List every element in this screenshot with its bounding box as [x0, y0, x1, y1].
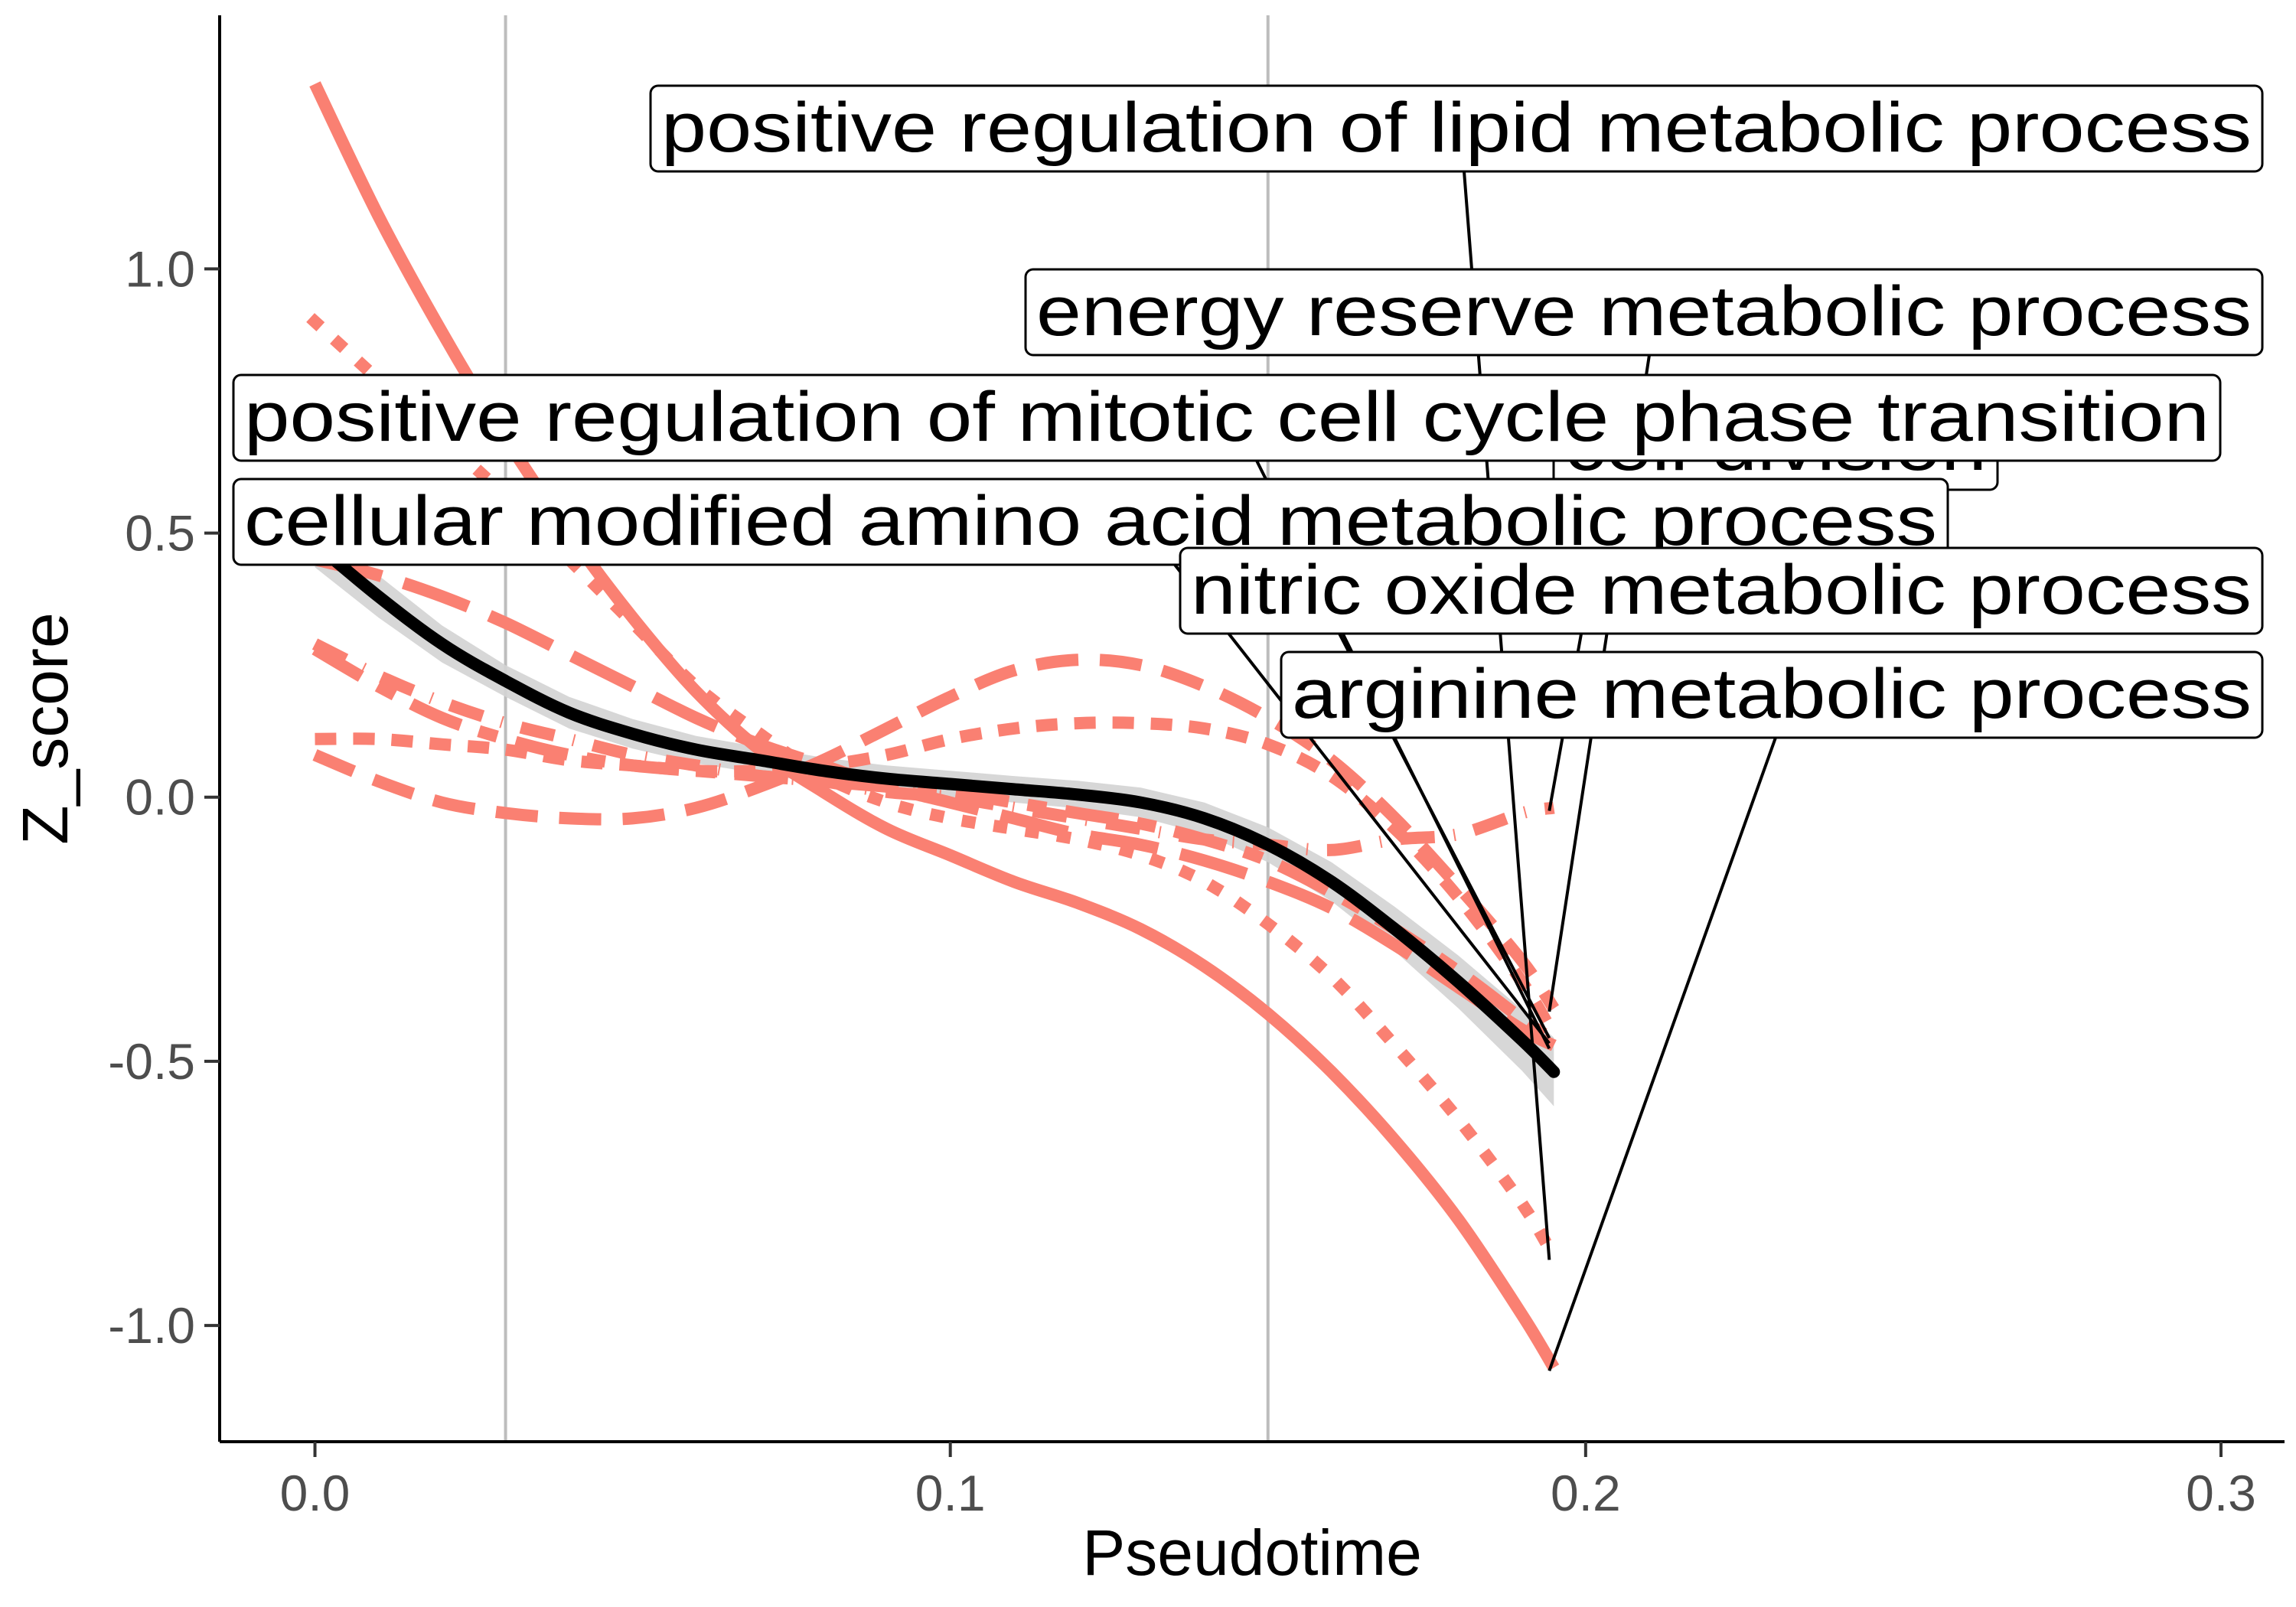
label-2: positive regulation of mitotic cell cycl… [232, 373, 2222, 462]
repelled-labels: positive regulation of lipid metabolic p… [232, 84, 2264, 1372]
label-6: arginine metabolic process [1280, 650, 2264, 739]
label-box-4 [232, 478, 1949, 566]
x-tick-label-1: 0.1 [915, 1465, 986, 1521]
label-text-2: positive regulation of mitotic cell cycl… [244, 378, 2210, 456]
label-box-0 [649, 84, 2264, 173]
trend-line [308, 537, 1561, 1078]
label-5: nitric oxide metabolic process [1179, 546, 2264, 635]
label-connector-4 [1173, 563, 1551, 1045]
series-line-2 [311, 638, 1555, 856]
y-axis-title: Z_score [9, 612, 81, 844]
label-connector-6 [1548, 737, 1777, 1372]
label-0: positive regulation of lipid metabolic p… [649, 84, 2264, 173]
y-tick-label-4: 1.0 [125, 240, 195, 297]
vertical-reference-lines [504, 15, 1270, 1442]
trend-mean-line [308, 537, 1561, 1078]
series-line-5 [315, 716, 1560, 1038]
label-text-1: energy reserve metabolic process [1036, 272, 2252, 350]
series-line-1 [312, 654, 1560, 1012]
x-tick-label-3: 0.3 [2186, 1465, 2256, 1521]
y-tick-label-0: -1.0 [108, 1297, 195, 1354]
label-1: energy reserve metabolic process [1024, 268, 2264, 357]
label-text-5: nitric oxide metabolic process [1191, 551, 2252, 629]
label-4: cellular modified amino acid metabolic p… [232, 478, 1949, 566]
series-line-4 [311, 644, 1557, 1045]
y-tick-label-2: 0.0 [125, 769, 195, 826]
label-box-1 [1024, 268, 2264, 357]
x-tick-label-0: 0.0 [280, 1465, 351, 1521]
label-box-6 [1280, 650, 2264, 739]
x-tick-label-2: 0.2 [1551, 1465, 1621, 1521]
label-text-6: arginine metabolic process [1292, 655, 2252, 733]
label-box-5 [1179, 546, 2264, 635]
series-line-0 [306, 313, 1563, 1266]
label-text-0: positive regulation of lipid metabolic p… [661, 89, 2252, 167]
y-tick-label-3: 0.5 [125, 505, 195, 562]
axes: 0.0 0.1 0.2 0.3 -1.0 -0.5 0.0 0.5 1.0 [108, 15, 2285, 1521]
x-axis-title: Pseudotime [1082, 1517, 1422, 1589]
label-box-2 [232, 373, 2222, 462]
series-line-3 [313, 553, 1557, 1051]
y-tick-label-1: -0.5 [108, 1033, 195, 1090]
